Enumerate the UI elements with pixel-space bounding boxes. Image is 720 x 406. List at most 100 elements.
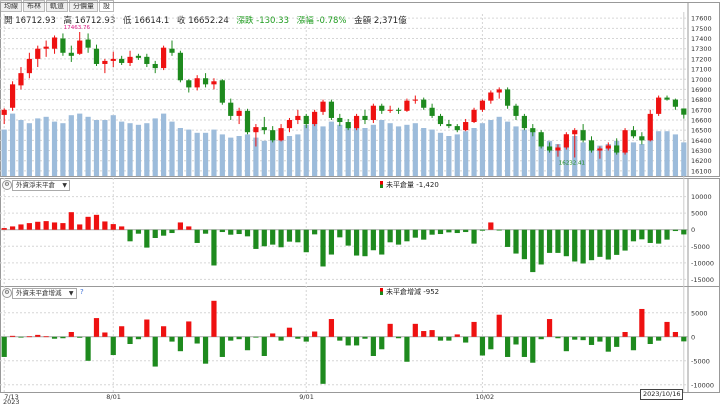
candle-body (177, 52, 183, 81)
oi-change-bar (253, 336, 259, 338)
volume-bar (186, 129, 192, 176)
trade-amount: 金額 2,371億 (354, 16, 407, 26)
candle-body (370, 105, 376, 120)
candle-body (429, 107, 435, 116)
oi-change-bar (51, 336, 58, 339)
volume-bar (244, 134, 251, 176)
oi-change-bar (639, 308, 645, 337)
y-tick-label: 16600 (691, 116, 712, 124)
volume-bar (1, 129, 7, 176)
oi-change-bar (219, 336, 225, 357)
candle-body (68, 52, 74, 56)
question-icon[interactable]: ? (80, 288, 84, 296)
oi-bar (127, 229, 133, 242)
volume-bar (681, 142, 687, 176)
oi-bar (295, 229, 301, 243)
oi-change-bar (270, 333, 276, 337)
volume-bar (236, 136, 242, 176)
legend-swatch (380, 288, 383, 295)
oi-bar (261, 229, 267, 247)
oi-bar (362, 229, 368, 257)
oi-change-bar (228, 336, 234, 341)
candle-body (639, 136, 645, 141)
oi-bar (546, 229, 553, 253)
oi-change-bar (505, 336, 511, 357)
candle-body (202, 78, 209, 85)
candle-body (1, 109, 7, 115)
oi-change-bar (144, 319, 150, 337)
oi-bar (228, 229, 234, 235)
price-change: 漲跌 -130.33 (236, 16, 289, 26)
gear-icon[interactable]: ⚙ (2, 288, 12, 298)
oi-bar (93, 214, 100, 230)
oi-change-bar (605, 336, 611, 352)
y-tick-label: 17300 (691, 45, 712, 53)
volume-bar (68, 115, 74, 176)
y-tick-label: 16500 (691, 127, 712, 135)
volume-bar (597, 145, 603, 176)
oi-change-bar (93, 318, 100, 337)
candle-body (286, 119, 293, 129)
candle-body (26, 58, 32, 74)
volume-bar (312, 123, 318, 176)
oi-change-bar (647, 336, 653, 344)
gear-icon[interactable]: ⚙ (2, 180, 12, 190)
oi-bar (353, 229, 360, 256)
oi-change-bar (588, 336, 595, 345)
x-tick-label: 9/01 (299, 393, 314, 401)
oi-change-bar (353, 336, 360, 346)
oi-bar (521, 229, 527, 260)
panel-frame-2 (0, 178, 720, 287)
oi-bar (597, 229, 603, 257)
candle-body (345, 122, 351, 129)
y-tick-label: 17000 (691, 76, 712, 84)
oi-bar (312, 229, 318, 235)
y-tick-label: 16400 (691, 137, 712, 145)
oi-bar (144, 229, 150, 248)
oi-bar (647, 229, 653, 243)
indicator-select-oi-change[interactable]: 外資未平倉增減 ▼ (12, 288, 77, 299)
panel-frame-3 (0, 286, 720, 393)
oi-change-bar (412, 323, 418, 337)
candle-body (244, 110, 251, 133)
oi-bar (77, 224, 83, 230)
candle-body (102, 60, 108, 64)
candle-body (161, 47, 167, 69)
indicator-select-oi[interactable]: 外資淨未平倉 ▼ (12, 180, 70, 191)
volume-bar (647, 136, 653, 176)
candle-body (60, 38, 66, 53)
volume-bar (622, 140, 628, 176)
volume-bar (261, 140, 267, 176)
oi-bar (370, 229, 376, 251)
volume-bar (219, 134, 225, 176)
volume-bar (488, 120, 494, 176)
oi-bar (387, 229, 393, 243)
volume-bar (672, 134, 679, 176)
candle-body (186, 80, 192, 88)
volume-bar (555, 144, 561, 176)
candle-body (303, 115, 309, 125)
oi-change-bar (362, 336, 368, 339)
volume-bar (135, 124, 142, 176)
percent-change: 漲幅 -0.78% (296, 16, 347, 26)
legend-swatch (380, 181, 383, 188)
oi-bar (656, 229, 662, 244)
oi-bar (664, 229, 670, 240)
candle-body (656, 97, 662, 114)
close-price: 收 16652.24 (177, 16, 229, 26)
volume-bar (530, 131, 536, 176)
oi-bar (555, 229, 561, 253)
candle-body (51, 37, 58, 49)
volume-bar (521, 129, 527, 176)
chevron-down-icon: ▼ (62, 182, 67, 189)
candle-body (546, 146, 553, 151)
candle-body (110, 58, 116, 61)
oi-bar (18, 224, 24, 230)
candle-body (488, 92, 494, 101)
candle-body (614, 145, 620, 153)
oi-bar (60, 223, 66, 230)
oi-change-bar (521, 336, 527, 357)
oi-change-bar (119, 326, 125, 337)
oi-change-bar (681, 336, 687, 342)
